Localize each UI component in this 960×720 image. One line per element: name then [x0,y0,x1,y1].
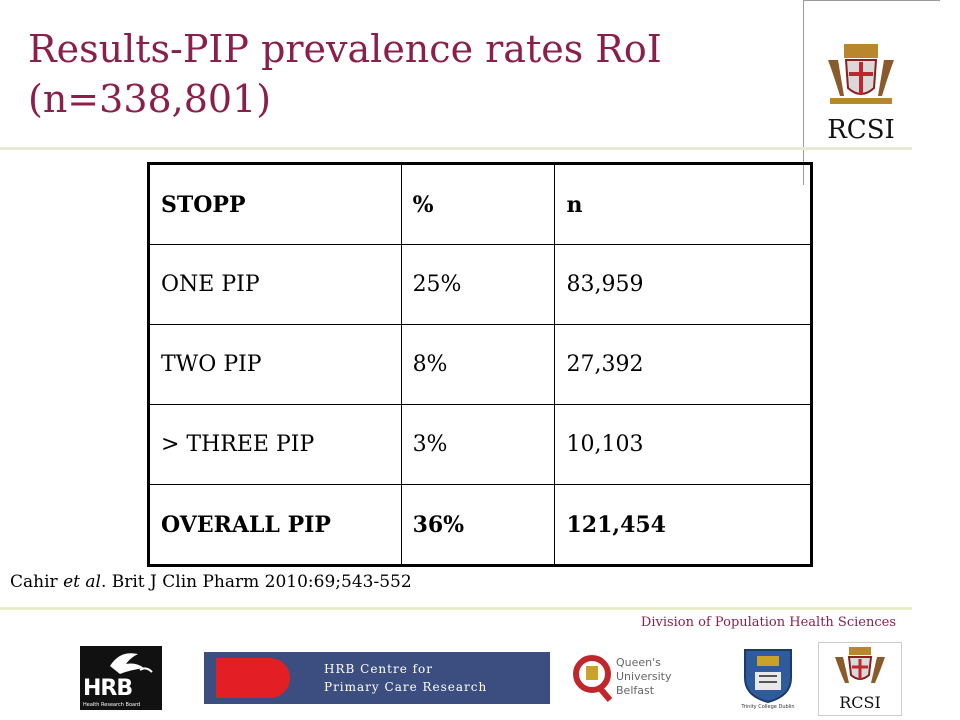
hrb-centre-line1: HRB Centre for [324,662,434,676]
table-cell: TWO PIP [148,324,402,405]
rcsi-footer-logo: RCSI [818,642,902,716]
qub-line1: Queen's University [616,656,672,683]
bird-icon [110,653,153,674]
qub-q-icon [573,655,613,702]
tcd-crest-icon [744,649,792,704]
hrb-subtitle: Health Research Board [83,702,141,708]
trinity-college-logo: Trinity College Dublin [737,646,799,712]
table-total-row: OVERALL PIP 36% 121,454 [148,484,812,566]
header-rule [0,147,912,150]
table-row: > THREE PIP 3% 10,103 [148,404,812,485]
table-cell: 121,454 [554,484,812,566]
division-label: Division of Population Health Sciences [640,615,896,630]
rcsi-footer-wordmark: RCSI [839,693,881,712]
table-cell: 10,103 [554,404,812,485]
crest-motto-scroll [830,98,892,104]
crest-supporter-right [878,60,894,96]
footer-rule [0,607,912,610]
rcsi-wordmark: RCSI [827,115,895,145]
table-row: TWO PIP 8% 27,392 [148,324,812,405]
qub-wordmark: Queen's University Belfast [616,656,712,698]
citation-etal: et al [63,572,101,592]
table-cell: ONE PIP [148,244,402,325]
slide-title: Results-PIP prevalence rates RoI (n=338,… [28,24,768,124]
table-cell: 27,392 [554,324,812,405]
hrb-logo: HRB Health Research Board [80,646,162,710]
table-cell: 25% [400,244,556,325]
crest-supporter-left [828,60,844,96]
rcsi-small-crest-icon [835,647,885,683]
hrb-wordmark: HRB [83,676,133,701]
crest-helmet [844,44,878,58]
table-row: ONE PIP 25% 83,959 [148,244,812,325]
table-cell: 3% [400,404,556,485]
qub-line2: Belfast [616,684,655,697]
table-header-cell: n [554,163,812,245]
slide-title-line2: (n=338,801) [28,77,272,121]
table-header-cell: STOPP [148,163,402,245]
hrb-centre-line2: Primary Care Research [324,680,488,694]
corner-divider-vertical [803,0,804,185]
citation-author: Cahir [10,572,58,592]
citation: Cahir et al. Brit J Clin Pharm 2010:69;5… [10,572,412,592]
table-cell: 36% [400,484,556,566]
table-header-cell: % [400,163,556,245]
table-cell: 8% [400,324,556,405]
queens-university-logo: Queen's University Belfast [572,652,712,704]
slide-title-line1: Results-PIP prevalence rates RoI [28,27,662,71]
pip-prevalence-table: STOPP % n ONE PIP 25% 83,959 TWO PIP 8% … [147,162,813,567]
table-cell: OVERALL PIP [148,484,402,566]
hrb-centre-logo: HRB Centre for Primary Care Research [204,652,550,704]
crest-cross [849,62,873,94]
rcsi-crest-logo: RCSI [827,44,895,145]
hrb-centre-emblem-icon [216,658,290,698]
tcd-wordmark: Trinity College Dublin [741,704,795,710]
table-cell: 83,959 [554,244,812,325]
table-header-row: STOPP % n [148,163,812,245]
citation-source: . Brit J Clin Pharm 2010:69;543-552 [100,572,412,592]
corner-divider-horizontal [803,0,940,1]
table-cell: > THREE PIP [148,404,402,485]
